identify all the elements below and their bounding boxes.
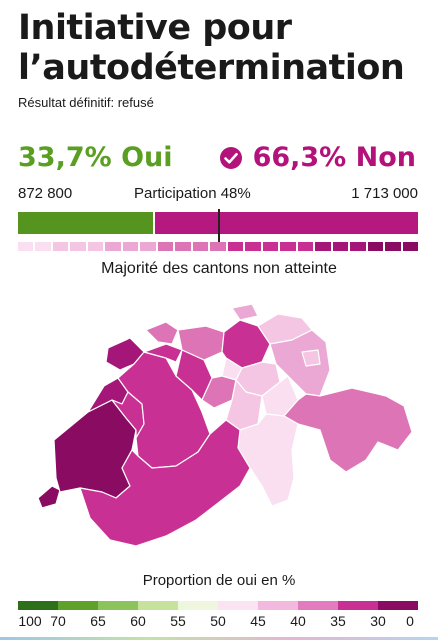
legend-swatch	[138, 601, 178, 610]
legend-label: 65	[90, 613, 106, 629]
participation-label: Participation 48%	[134, 185, 251, 202]
canton-valais	[79, 419, 251, 547]
canton-segment	[175, 242, 191, 251]
canton-basel	[145, 321, 179, 345]
legend-label: 30	[370, 613, 386, 629]
result-bar	[18, 209, 418, 245]
cantons-majority-note: Majorité des cantons non atteinte	[101, 260, 337, 277]
legend-label: 100	[18, 613, 42, 629]
legend-label: 60	[130, 613, 146, 629]
canton-segment	[18, 242, 34, 251]
canton-segment	[245, 242, 261, 251]
canton-schaffhausen	[231, 303, 259, 321]
legend-swatch	[378, 601, 418, 610]
canton-ticino	[237, 413, 299, 507]
canton-segment	[122, 242, 139, 251]
legend-swatch	[218, 601, 258, 610]
canton-segment	[192, 242, 209, 251]
legend-label: 0	[406, 613, 414, 629]
no-percentage: 66,3% Non	[252, 142, 416, 173]
canton-segment	[280, 242, 296, 251]
canton-segment	[52, 242, 69, 251]
yes-bar	[18, 212, 153, 234]
legend-label: 50	[210, 613, 226, 629]
canton-segment	[70, 242, 86, 251]
canton-segment	[315, 242, 331, 251]
canton-segment	[385, 242, 401, 251]
legend-label: 45	[250, 613, 266, 629]
legend-label: 55	[170, 613, 186, 629]
legend-label: 35	[330, 613, 346, 629]
canton-segment	[262, 242, 279, 251]
page-title: Initiative pour l’autodétermination	[18, 8, 405, 88]
legend-swatch	[18, 601, 58, 610]
no-votes: 1 713 000	[351, 185, 418, 202]
result-status: Résultat définitif: refusé	[18, 95, 154, 110]
cantons-bar	[18, 242, 419, 251]
canton-solothurn	[143, 343, 183, 363]
check-circle-icon	[219, 146, 242, 169]
canton-segment	[157, 242, 174, 251]
canton-segment	[210, 242, 226, 251]
legend-swatch	[58, 601, 98, 610]
switzerland-map	[37, 303, 413, 547]
canton-st-gallen	[269, 329, 331, 397]
canton-graubunden	[283, 387, 413, 473]
canton-segment	[35, 242, 51, 251]
canton-segment	[227, 242, 244, 251]
canton-segment	[297, 242, 314, 251]
canton-segment	[105, 242, 121, 251]
yes-votes: 872 800	[18, 185, 73, 202]
legend-swatch	[258, 601, 298, 610]
yes-percentage: 33,7% Oui	[18, 142, 173, 173]
canton-segment	[350, 242, 366, 251]
no-result: 66,3% Non	[219, 142, 416, 173]
legend-swatch	[98, 601, 138, 610]
bottom-decoration	[0, 637, 438, 640]
legend-swatch	[298, 601, 338, 610]
legend-title: Proportion de oui en %	[142, 572, 296, 589]
no-bar	[154, 212, 418, 234]
canton-segment	[87, 242, 104, 251]
canton-geneve	[37, 485, 61, 509]
canton-segment	[332, 242, 349, 251]
legend-color-scale	[18, 601, 418, 610]
legend-labels: 100 70 65 60 55 50 45 40 35 30 0	[18, 613, 418, 633]
legend-label: 40	[290, 613, 306, 629]
canton-segment	[140, 242, 156, 251]
legend-label: 70	[50, 613, 66, 629]
canton-segment	[402, 242, 419, 251]
majority-marker	[218, 209, 220, 245]
canton-appenzell	[301, 349, 321, 367]
canton-segment	[367, 242, 384, 251]
legend-swatch	[178, 601, 218, 610]
legend-swatch	[338, 601, 378, 610]
